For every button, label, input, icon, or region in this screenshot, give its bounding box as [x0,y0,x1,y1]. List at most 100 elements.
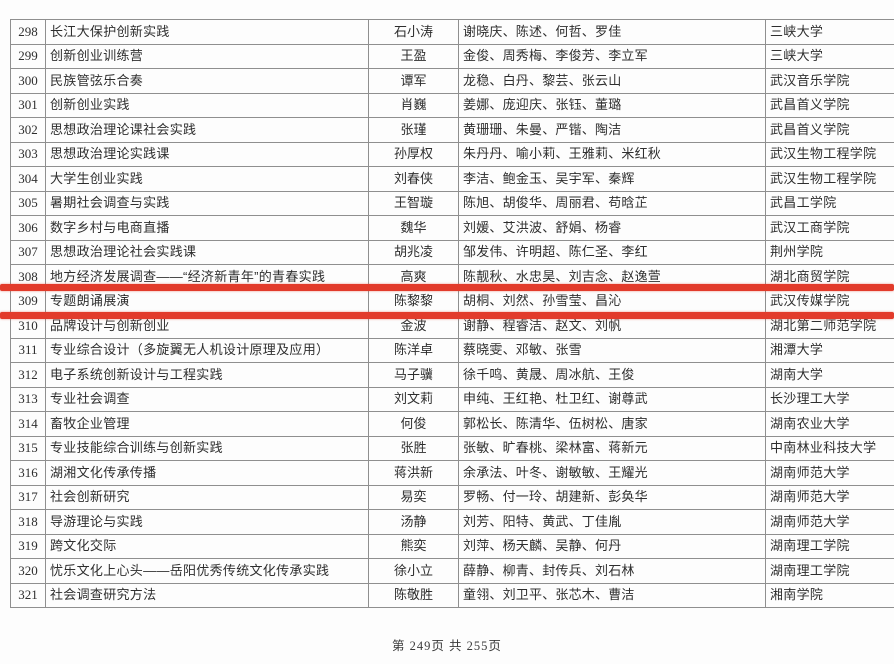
team-members-cell: 蔡晓雯、邓敏、张雪 [458,337,766,363]
university-cell: 三峡大学 [765,43,894,69]
project-title-cell: 民族管弦乐合奏 [45,68,369,94]
row-number-cell: 299 [10,43,46,69]
highlight-bar-top [0,284,894,291]
team-members-cell: 张敏、旷春桃、梁林富、蒋新元 [458,435,766,461]
row-number-cell: 307 [10,239,46,265]
row-number-cell: 316 [10,460,46,486]
row-number-cell: 320 [10,558,46,584]
table-row: 303 思想政治理论实践课 孙厚权 朱丹丹、喻小莉、王雅莉、米红秋 武汉生物工程… [10,141,894,167]
team-members-cell: 薛静、柳青、封传兵、刘石林 [458,558,766,584]
table-row: 307 思想政治理论社会实践课 胡兆凌 邹发伟、许明超、陈仁圣、李红 荆州学院 [10,239,894,265]
university-cell: 湖南大学 [765,362,894,388]
row-number-cell: 305 [10,190,46,216]
row-number-cell: 312 [10,362,46,388]
team-members-cell: 刘芳、阳特、黄武、丁佳胤 [458,509,766,535]
university-cell: 武汉生物工程学院 [765,141,894,167]
university-cell: 武昌首义学院 [765,92,894,118]
leader-name-cell: 张胜 [368,435,459,461]
row-number-cell: 317 [10,484,46,510]
table-row: 320 忧乐文化上心头——岳阳优秀传统文化传承实践 徐小立 薛静、柳青、封传兵、… [10,558,894,584]
leader-name-cell: 孙厚权 [368,141,459,167]
project-title-cell: 暑期社会调查与实践 [45,190,369,216]
row-number-cell: 302 [10,117,46,143]
team-members-cell: 申纯、王红艳、杜卫红、谢尊武 [458,386,766,412]
project-title-cell: 长江大保护创新实践 [45,19,369,45]
row-number-cell: 301 [10,92,46,118]
team-members-cell: 刘媛、艾洪波、舒娟、杨睿 [458,215,766,241]
page-number-footer: 第 249页 共 255页 [392,639,502,653]
project-title-cell: 思想政治理论实践课 [45,141,369,167]
leader-name-cell: 刘春侠 [368,166,459,192]
university-cell: 湘南学院 [765,582,894,608]
team-members-cell: 黄珊珊、朱曼、严锴、陶洁 [458,117,766,143]
team-members-cell: 余承法、叶冬、谢敏敏、王耀光 [458,460,766,486]
leader-name-cell: 胡兆凌 [368,239,459,265]
table-row: 302 思想政治理论课社会实践 张瑾 黄珊珊、朱曼、严锴、陶洁 武昌首义学院 [10,117,894,143]
project-title-cell: 数字乡村与电商直播 [45,215,369,241]
leader-name-cell: 张瑾 [368,117,459,143]
university-cell: 武汉生物工程学院 [765,166,894,192]
table-row: 306 数字乡村与电商直播 魏华 刘媛、艾洪波、舒娟、杨睿 武汉工商学院 [10,215,894,241]
leader-name-cell: 陈黎黎 [368,288,459,314]
university-cell: 武汉音乐学院 [765,68,894,94]
project-title-cell: 思想政治理论课社会实践 [45,117,369,143]
university-cell: 武汉传媒学院 [765,288,894,314]
row-number-cell: 314 [10,411,46,437]
row-number-cell: 303 [10,141,46,167]
university-cell: 湖南师范大学 [765,460,894,486]
row-number-cell: 304 [10,166,46,192]
university-cell: 湖南师范大学 [765,484,894,510]
table-row: 316 湖湘文化传承传播 蒋洪新 余承法、叶冬、谢敏敏、王耀光 湖南师范大学 [10,460,894,486]
leader-name-cell: 谭军 [368,68,459,94]
project-title-cell: 忧乐文化上心头——岳阳优秀传统文化传承实践 [45,558,369,584]
projects-table: 298 长江大保护创新实践 石小涛 谢晓庆、陈述、何哲、罗佳 三峡大学 299 … [10,19,894,608]
project-title-cell: 创新创业实践 [45,92,369,118]
university-cell: 荆州学院 [765,239,894,265]
row-number-cell: 318 [10,509,46,535]
project-title-cell: 创新创业训练营 [45,43,369,69]
row-number-cell: 300 [10,68,46,94]
university-cell: 湖南师范大学 [765,509,894,535]
project-title-cell: 电子系统创新设计与工程实践 [45,362,369,388]
leader-name-cell: 汤静 [368,509,459,535]
project-title-cell: 社会创新研究 [45,484,369,510]
table-row: 314 畜牧企业管理 何俊 郭松长、陈清华、伍树松、唐家 湖南农业大学 [10,411,894,437]
university-cell: 湘潭大学 [765,337,894,363]
project-title-cell: 思想政治理论社会实践课 [45,239,369,265]
university-cell: 武昌首义学院 [765,117,894,143]
table-row: 305 暑期社会调查与实践 王智璇 陈旭、胡俊华、周丽君、苟晗芷 武昌工学院 [10,190,894,216]
leader-name-cell: 陈敬胜 [368,582,459,608]
leader-name-cell: 石小涛 [368,19,459,45]
table-row: 315 专业技能综合训练与创新实践 张胜 张敏、旷春桃、梁林富、蒋新元 中南林业… [10,435,894,461]
row-number-cell: 298 [10,19,46,45]
team-members-cell: 邹发伟、许明超、陈仁圣、李红 [458,239,766,265]
leader-name-cell: 马子骥 [368,362,459,388]
university-cell: 湖南理工学院 [765,533,894,559]
team-members-cell: 胡桐、刘然、孙雪莹、昌沁 [458,288,766,314]
leader-name-cell: 肖巍 [368,92,459,118]
leader-name-cell: 王智璇 [368,190,459,216]
table-row: 319 跨文化交际 熊奕 刘萍、杨天麟、吴静、何丹 湖南理工学院 [10,533,894,559]
team-members-cell: 童翎、刘卫平、张芯木、曹洁 [458,582,766,608]
table-row: 299 创新创业训练营 王盈 金俊、周秀梅、李俊芳、李立军 三峡大学 [10,43,894,69]
leader-name-cell: 魏华 [368,215,459,241]
project-title-cell: 畜牧企业管理 [45,411,369,437]
row-number-cell: 315 [10,435,46,461]
leader-name-cell: 熊奕 [368,533,459,559]
row-number-cell: 309 [10,288,46,314]
team-members-cell: 姜娜、庞迎庆、张钰、董璐 [458,92,766,118]
leader-name-cell: 蒋洪新 [368,460,459,486]
table-row: 300 民族管弦乐合奏 谭军 龙稳、白丹、黎芸、张云山 武汉音乐学院 [10,68,894,94]
leader-name-cell: 易奕 [368,484,459,510]
project-title-cell: 专业综合设计（多旋翼无人机设计原理及应用） [45,337,369,363]
team-members-cell: 徐千鸣、黄晟、周冰航、王俊 [458,362,766,388]
row-number-cell: 319 [10,533,46,559]
leader-name-cell: 徐小立 [368,558,459,584]
project-title-cell: 湖湘文化传承传播 [45,460,369,486]
table-row: 312 电子系统创新设计与工程实践 马子骥 徐千鸣、黄晟、周冰航、王俊 湖南大学 [10,362,894,388]
university-cell: 三峡大学 [765,19,894,45]
team-members-cell: 李洁、鲍金玉、吴宇军、秦辉 [458,166,766,192]
table-row: 301 创新创业实践 肖巍 姜娜、庞迎庆、张钰、董璐 武昌首义学院 [10,92,894,118]
team-members-cell: 郭松长、陈清华、伍树松、唐家 [458,411,766,437]
